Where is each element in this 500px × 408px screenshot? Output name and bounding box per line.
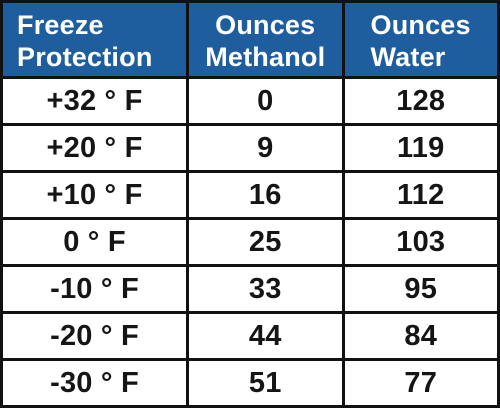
row-6-methanol: 44 — [189, 314, 342, 358]
row-6-water: 84 — [344, 314, 497, 358]
row-1-methanol: 0 — [189, 79, 342, 123]
row-6-temperature: -20 ° F — [3, 314, 186, 358]
row-2-temperature: +20 ° F — [3, 126, 186, 170]
header-ounces-water-line2: Water — [370, 41, 446, 72]
row-7-methanol: 51 — [189, 361, 342, 405]
header-ounces-water: Ounces Water — [344, 3, 497, 76]
row-5-temperature: -10 ° F — [3, 267, 186, 311]
row-4-water: 103 — [344, 220, 497, 264]
row-5-methanol: 33 — [189, 267, 342, 311]
row-3-temperature: +10 ° F — [3, 173, 186, 217]
row-7-water: 77 — [344, 361, 497, 405]
row-7-temperature: -30 ° F — [3, 361, 186, 405]
header-freeze-protection-line2: Protection — [17, 41, 153, 72]
row-2-water: 119 — [344, 126, 497, 170]
row-4-temperature: 0 ° F — [3, 220, 186, 264]
row-3-water: 112 — [344, 173, 497, 217]
row-1-water: 128 — [344, 79, 497, 123]
header-freeze-protection-line1: Freeze — [17, 9, 104, 40]
row-5-water: 95 — [344, 267, 497, 311]
header-ounces-methanol-line1: Ounces — [215, 9, 316, 40]
header-ounces-methanol: Ounces Methanol — [189, 3, 342, 76]
header-ounces-methanol-line2: Methanol — [205, 41, 326, 72]
row-2-methanol: 9 — [189, 126, 342, 170]
row-1-temperature: +32 ° F — [3, 79, 186, 123]
header-freeze-protection: Freeze Protection — [3, 3, 186, 76]
row-4-methanol: 25 — [189, 220, 342, 264]
header-ounces-water-line1: Ounces — [370, 9, 471, 40]
row-3-methanol: 16 — [189, 173, 342, 217]
